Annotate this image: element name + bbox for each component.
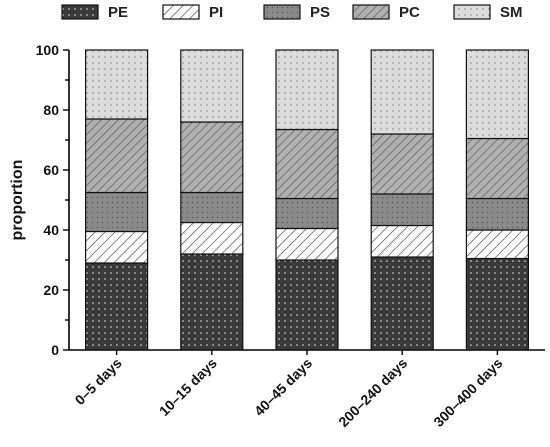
- bar-segment-sm: [275, 49, 339, 131]
- bar-segment-pc: [465, 137, 529, 200]
- chart-legend: PE PI PS PC SM: [61, 4, 523, 21]
- bar-segment-pe: [84, 262, 149, 351]
- legend-label: PC: [399, 4, 420, 21]
- y-tick-label: 0: [51, 342, 59, 358]
- bar-segment-pe: [275, 259, 339, 351]
- x-tick-label: 40–45 days: [251, 355, 315, 419]
- y-tick-label: 80: [43, 102, 59, 118]
- bar-segment-pi: [180, 221, 244, 255]
- legend-label: PS: [310, 4, 330, 21]
- y-tick-label: 60: [43, 162, 59, 178]
- x-tick-label: 300–400 days: [430, 355, 505, 430]
- x-tick-label: 200–240 days: [335, 355, 410, 430]
- bar-segment-pc: [370, 133, 434, 195]
- y-tick-label: 100: [36, 42, 60, 58]
- bar-segment-pe: [465, 257, 529, 351]
- x-tick-label: 0–5 days: [72, 355, 125, 408]
- legend-item-pe: PE: [61, 4, 128, 21]
- x-tick-label: 10–15 days: [156, 355, 220, 419]
- legend-swatch: [263, 4, 301, 20]
- chart-bars: [84, 49, 529, 355]
- bar-segment-pi: [84, 230, 149, 264]
- bar-segment-sm: [465, 49, 529, 140]
- legend-swatch: [453, 4, 491, 20]
- y-axis-title: proportion: [9, 160, 26, 241]
- legend-item-sm: SM: [453, 4, 523, 21]
- y-tick-label: 40: [43, 222, 59, 238]
- legend-item-ps: PS: [263, 4, 330, 21]
- bar-segment-ps: [180, 191, 244, 224]
- bar-segment-ps: [370, 193, 434, 227]
- legend-swatch: [162, 4, 200, 20]
- legend-item-pi: PI: [162, 4, 223, 21]
- bar-segment-pc: [275, 128, 339, 200]
- bar-segment-pc: [180, 121, 244, 194]
- legend-swatch: [352, 4, 390, 20]
- bar-segment-ps: [465, 197, 529, 231]
- bar-segment-pi: [465, 229, 529, 260]
- bar-segment-ps: [84, 191, 149, 233]
- legend-swatch: [61, 4, 99, 20]
- bar-segment-pc: [84, 118, 149, 194]
- legend-label: PI: [209, 4, 223, 21]
- bar-segment-pe: [370, 256, 434, 351]
- x-tick-labels: 0–5 days 10–15 days 40–45 days 200–240 days…: [72, 355, 506, 430]
- bar-segment-pi: [370, 224, 434, 258]
- legend-label: SM: [500, 4, 523, 21]
- bar-segment-sm: [84, 49, 149, 120]
- legend-label: PE: [108, 4, 128, 21]
- bar-segment-sm: [180, 49, 244, 123]
- legend-item-pc: PC: [352, 4, 420, 21]
- y-tick-label: 20: [43, 282, 59, 298]
- chart-axes: 0 20 40 60 80 100: [36, 42, 545, 358]
- bar-segment-sm: [370, 49, 434, 135]
- bar-segment-pi: [275, 227, 339, 261]
- bar-segment-pe: [180, 253, 244, 351]
- bar-segment-ps: [275, 197, 339, 230]
